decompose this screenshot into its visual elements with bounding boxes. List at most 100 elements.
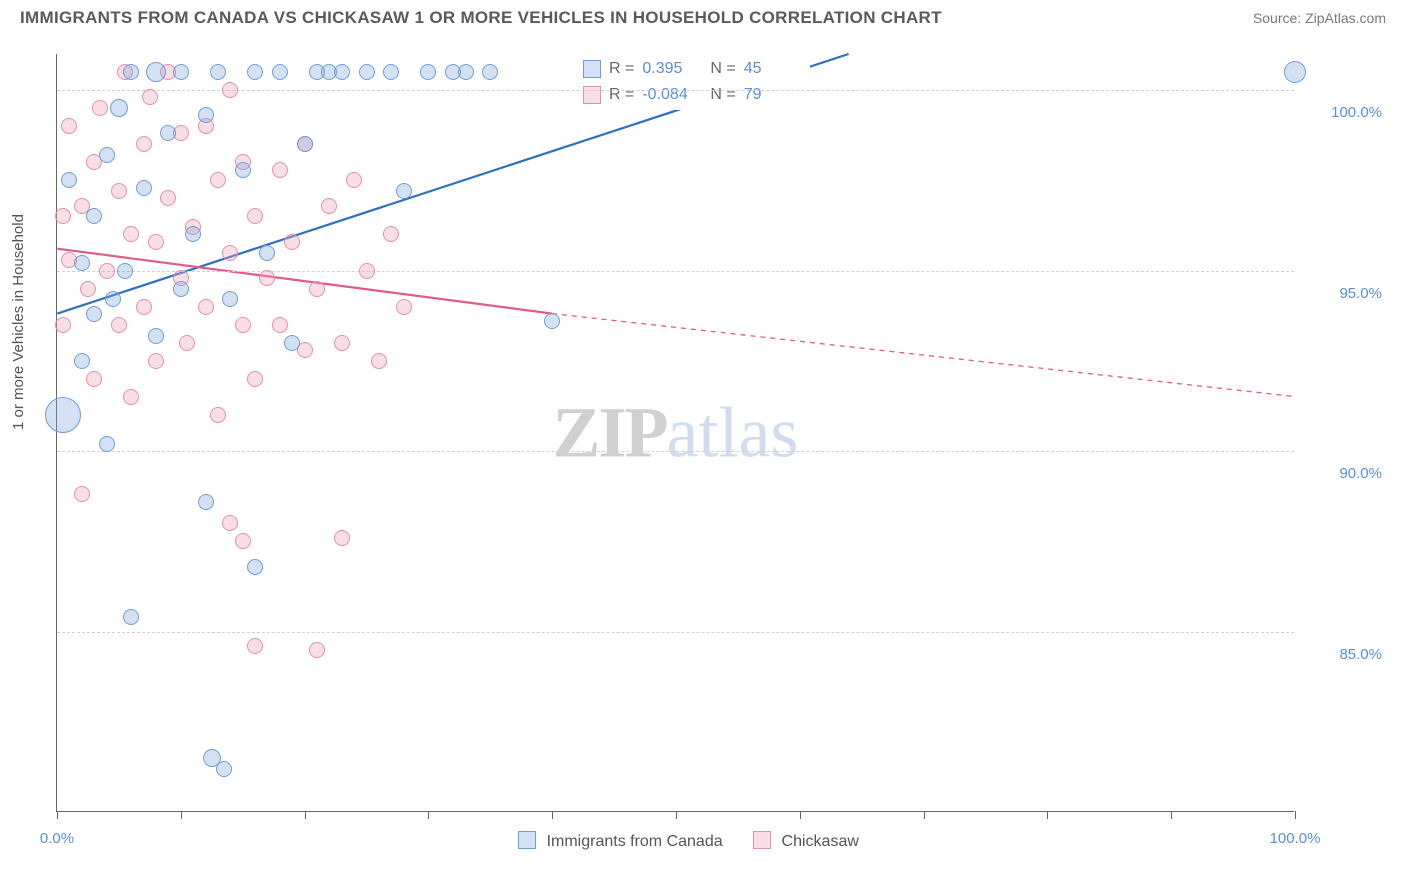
scatter-point: [284, 234, 300, 250]
scatter-point: [99, 436, 115, 452]
scatter-point: [99, 147, 115, 163]
scatter-point: [173, 64, 189, 80]
scatter-point: [235, 162, 251, 178]
scatter-point: [99, 263, 115, 279]
scatter-point: [334, 530, 350, 546]
gridline-h: [57, 90, 1294, 91]
scatter-point: [222, 245, 238, 261]
x-tick: [924, 811, 925, 819]
scatter-point: [148, 234, 164, 250]
scatter-point: [86, 306, 102, 322]
scatter-point: [105, 291, 121, 307]
scatter-point: [74, 255, 90, 271]
y-tick-label: 85.0%: [1302, 646, 1382, 663]
scatter-point: [334, 335, 350, 351]
scatter-point: [216, 761, 232, 777]
x-tick: [181, 811, 182, 819]
scatter-point: [235, 533, 251, 549]
gridline-h: [57, 451, 1294, 452]
scatter-point: [359, 64, 375, 80]
y-tick-label: 100.0%: [1302, 104, 1382, 121]
legend-row-series-b: R = -0.084 N = 79: [583, 82, 804, 108]
legend-label-b: Chickasaw: [782, 833, 859, 850]
scatter-point: [148, 328, 164, 344]
scatter-point: [136, 299, 152, 315]
scatter-point: [482, 64, 498, 80]
scatter-point: [321, 198, 337, 214]
scatter-point: [160, 125, 176, 141]
legend-label-a: Immigrants from Canada: [547, 833, 723, 850]
scatter-point: [142, 89, 158, 105]
y-tick-label: 90.0%: [1302, 465, 1382, 482]
scatter-point: [1284, 61, 1306, 83]
scatter-point: [210, 172, 226, 188]
x-tick: [676, 811, 677, 819]
scatter-point: [383, 64, 399, 80]
scatter-point: [247, 371, 263, 387]
scatter-point: [458, 64, 474, 80]
scatter-point: [210, 407, 226, 423]
scatter-point: [247, 559, 263, 575]
scatter-point: [148, 353, 164, 369]
scatter-point: [111, 317, 127, 333]
x-tick: [800, 811, 801, 819]
swatch-series-a: [583, 60, 601, 78]
y-tick-label: 95.0%: [1302, 285, 1382, 302]
scatter-point: [136, 136, 152, 152]
gridline-h: [57, 632, 1294, 633]
scatter-point: [272, 317, 288, 333]
scatter-point: [222, 291, 238, 307]
scatter-point: [359, 263, 375, 279]
scatter-point: [117, 263, 133, 279]
scatter-point: [74, 486, 90, 502]
scatter-point: [259, 270, 275, 286]
scatter-point: [80, 281, 96, 297]
scatter-point: [309, 642, 325, 658]
scatter-point: [198, 494, 214, 510]
scatter-point: [222, 82, 238, 98]
scatter-point: [185, 226, 201, 242]
scatter-point: [198, 299, 214, 315]
x-tick: [1047, 811, 1048, 819]
scatter-point: [173, 281, 189, 297]
x-tick-label: 100.0%: [1270, 830, 1321, 847]
legend-correlation: R = 0.395 N = 45 R = -0.084 N = 79: [577, 54, 810, 110]
scatter-point: [544, 313, 560, 329]
scatter-point: [55, 317, 71, 333]
scatter-point: [45, 397, 81, 433]
x-tick: [552, 811, 553, 819]
chart-plot-area: ZIPatlas R = 0.395 N = 45 R = -0.084 N =…: [56, 54, 1294, 812]
x-tick: [57, 811, 58, 819]
x-tick: [428, 811, 429, 819]
scatter-point: [259, 245, 275, 261]
x-tick: [1171, 811, 1172, 819]
chart-title: IMMIGRANTS FROM CANADA VS CHICKASAW 1 OR…: [20, 8, 942, 28]
x-tick-label: 0.0%: [40, 830, 74, 847]
scatter-point: [247, 208, 263, 224]
scatter-point: [111, 183, 127, 199]
legend-bottom: Immigrants from Canada Chickasaw: [57, 831, 1294, 851]
x-tick: [305, 811, 306, 819]
scatter-point: [396, 183, 412, 199]
swatch-series-b-bottom: [753, 831, 771, 849]
swatch-series-a-bottom: [518, 831, 536, 849]
scatter-point: [284, 335, 300, 351]
y-axis-label: 1 or more Vehicles in Household: [10, 214, 27, 430]
scatter-point: [222, 515, 238, 531]
scatter-point: [123, 226, 139, 242]
scatter-point: [160, 190, 176, 206]
source-label: Source: ZipAtlas.com: [1253, 10, 1386, 26]
scatter-point: [247, 638, 263, 654]
scatter-point: [297, 136, 313, 152]
scatter-point: [272, 162, 288, 178]
scatter-point: [146, 62, 166, 82]
scatter-point: [334, 64, 350, 80]
scatter-point: [346, 172, 362, 188]
scatter-point: [396, 299, 412, 315]
scatter-point: [210, 64, 226, 80]
scatter-point: [198, 107, 214, 123]
scatter-point: [247, 64, 263, 80]
scatter-point: [86, 371, 102, 387]
scatter-point: [179, 335, 195, 351]
scatter-point: [92, 100, 108, 116]
